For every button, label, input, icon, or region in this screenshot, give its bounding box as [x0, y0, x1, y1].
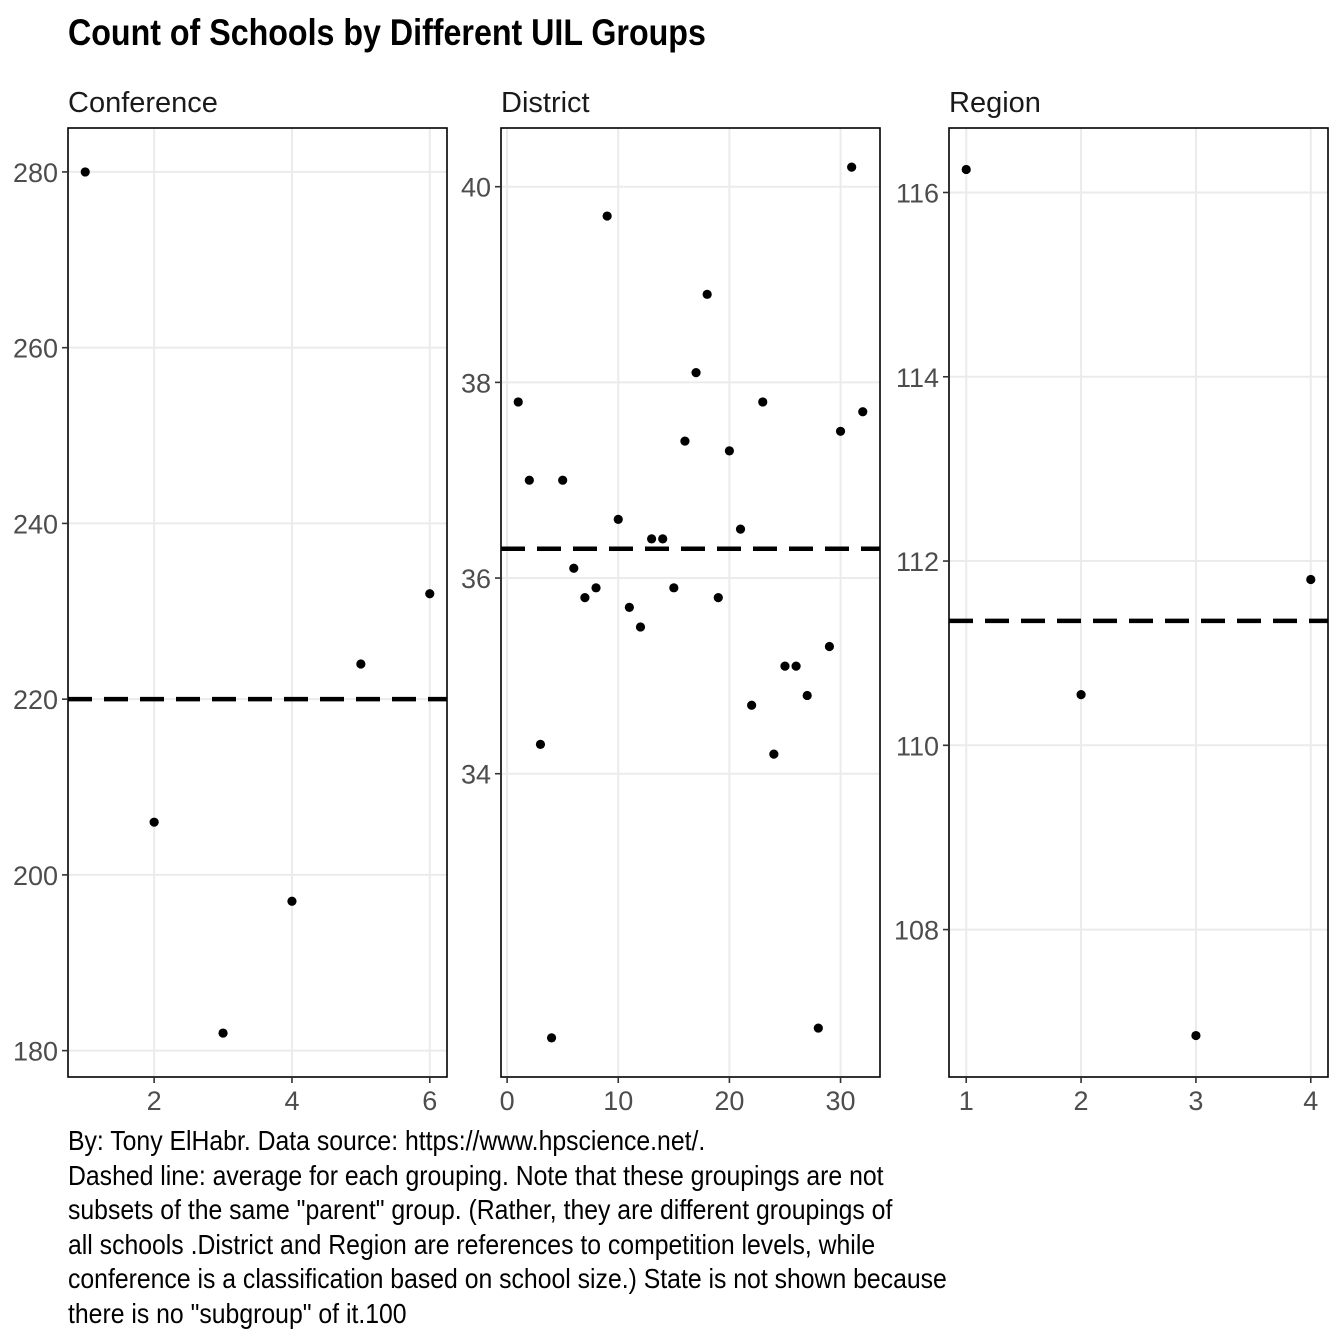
panel-border	[67, 127, 448, 1078]
data-point	[591, 583, 601, 593]
panel-border	[948, 127, 1329, 1078]
data-point	[580, 593, 590, 603]
data-point	[824, 641, 835, 652]
data-point	[149, 817, 159, 827]
data-point	[780, 661, 790, 671]
data-point	[1306, 574, 1316, 585]
y-tick-label: 220	[13, 685, 58, 715]
panel-border	[500, 127, 881, 1078]
data-point	[691, 367, 701, 378]
data-point	[735, 524, 746, 534]
data-point	[758, 397, 768, 407]
facet-label: District	[501, 87, 590, 119]
y-tick-label: 38	[461, 368, 491, 398]
y-tick-label: 40	[461, 173, 491, 203]
data-point	[513, 397, 523, 407]
y-tick-label: 36	[461, 564, 491, 594]
data-point	[747, 700, 757, 710]
data-point	[613, 514, 623, 524]
data-point	[680, 436, 690, 446]
data-point	[558, 475, 568, 485]
caption-line: Dashed line: average for each grouping. …	[68, 1159, 884, 1191]
x-tick-label: 20	[714, 1086, 744, 1116]
x-tick-label: 6	[422, 1086, 437, 1116]
y-tick-label: 240	[13, 509, 58, 539]
y-tick-label: 260	[13, 334, 58, 364]
facet-label: Region	[949, 87, 1041, 119]
facet-label: Conference	[68, 87, 218, 119]
data-point	[218, 1028, 228, 1038]
data-point	[858, 407, 868, 417]
data-point	[356, 659, 366, 669]
data-point	[724, 446, 735, 456]
data-point	[287, 896, 297, 906]
data-point	[624, 602, 634, 612]
y-tick-label: 112	[896, 547, 939, 577]
y-tick-label: 116	[896, 178, 939, 208]
caption-line: conference is a classification based on …	[68, 1263, 947, 1295]
x-tick-label: 0	[500, 1086, 515, 1116]
chart-title: Count of Schools by Different UIL Groups	[68, 12, 706, 53]
y-tick-label: 280	[13, 158, 58, 188]
data-point	[658, 534, 668, 544]
caption-line: subsets of the same "parent" group. (Rat…	[68, 1194, 893, 1226]
data-point	[713, 593, 723, 603]
x-tick-label: 30	[826, 1086, 856, 1116]
data-point	[546, 1033, 557, 1043]
data-point	[961, 164, 971, 175]
data-point	[1191, 1030, 1201, 1041]
caption-line: By: Tony ElHabr. Data source: https://ww…	[68, 1125, 706, 1156]
x-tick-label: 2	[147, 1086, 162, 1116]
y-tick-label: 108	[894, 916, 939, 946]
data-point	[425, 589, 435, 599]
data-point	[569, 563, 579, 573]
data-point	[769, 749, 779, 759]
x-tick-label: 1	[959, 1086, 974, 1116]
y-tick-label: 110	[896, 731, 939, 761]
caption-line: there is no "subgroup" of it.100	[68, 1297, 407, 1329]
x-tick-label: 3	[1188, 1086, 1203, 1116]
data-point	[80, 167, 90, 177]
data-point	[535, 739, 546, 749]
y-tick-label: 114	[896, 363, 939, 393]
data-point	[635, 622, 646, 632]
data-point	[802, 690, 812, 701]
x-tick-label: 2	[1074, 1086, 1089, 1116]
data-point	[702, 289, 712, 299]
data-point	[602, 211, 612, 221]
y-tick-label: 200	[13, 861, 58, 891]
data-point	[791, 661, 801, 671]
x-tick-label: 4	[284, 1086, 299, 1116]
x-tick-label: 4	[1303, 1086, 1318, 1116]
data-point	[835, 426, 846, 436]
y-tick-label: 180	[13, 1037, 58, 1067]
caption-line: all schools .District and Region are ref…	[68, 1228, 876, 1260]
data-point	[669, 583, 679, 593]
data-point	[1076, 690, 1086, 700]
data-point	[524, 475, 534, 485]
data-point	[847, 162, 857, 172]
x-tick-label: 10	[603, 1086, 633, 1116]
data-point	[813, 1023, 823, 1033]
data-point	[646, 534, 657, 544]
y-tick-label: 34	[461, 760, 491, 790]
caption: By: Tony ElHabr. Data source: https://ww…	[68, 1124, 947, 1332]
